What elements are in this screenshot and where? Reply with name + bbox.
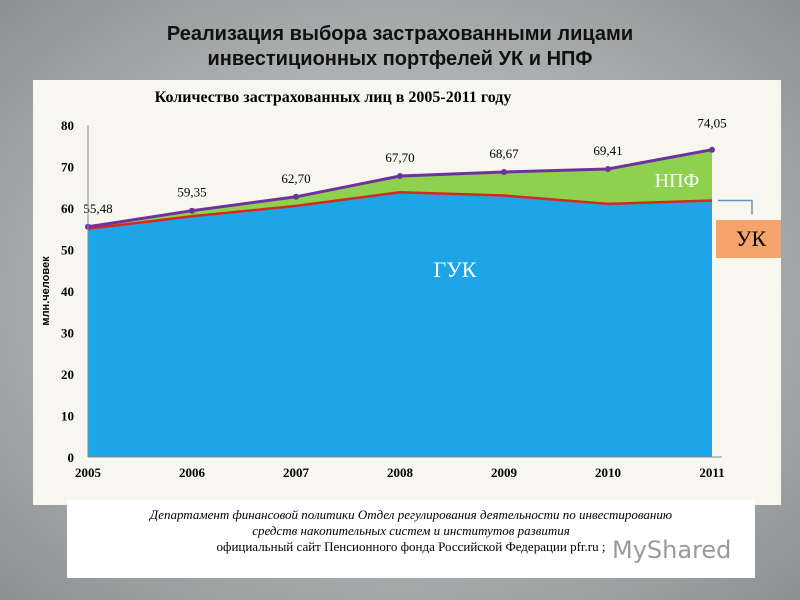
- slide-title: Реализация выбора застрахованными лицами…: [0, 22, 800, 72]
- label-guk: ГУК: [434, 257, 477, 282]
- y-tick-label: 80: [61, 118, 74, 133]
- title-line-2: инвестиционных портфелей УК и НПФ: [207, 48, 593, 70]
- title-line-1: Реализация выбора застрахованными лицами: [166, 23, 634, 45]
- y-tick-label: 70: [61, 160, 74, 175]
- y-tick-label: 50: [61, 243, 74, 258]
- y-tick-label: 10: [61, 409, 74, 424]
- data-label: 62,70: [281, 171, 310, 186]
- y-tick-label: 40: [61, 284, 74, 299]
- total-point: [293, 193, 299, 200]
- data-label: 69,41: [593, 143, 622, 158]
- y-tick-label: 60: [61, 201, 74, 216]
- x-tick-label: 2006: [179, 465, 206, 480]
- label-npf: НПФ: [655, 170, 700, 192]
- line-guk: [87, 190, 713, 230]
- uk-label-box: [716, 220, 781, 258]
- label-uk: УК: [736, 226, 767, 251]
- chart: Количество застрахованных лиц в 2005-201…: [40, 89, 781, 480]
- total-point: [605, 165, 611, 172]
- source-footer: Департамент финансовой политики Отдел ре…: [67, 500, 755, 578]
- y-tick-label: 30: [61, 326, 74, 341]
- x-tick-label: 2010: [595, 465, 621, 480]
- x-tick-label: 2009: [491, 465, 518, 480]
- chart-panel: Количество застрахованных лиц в 2005-201…: [33, 80, 781, 505]
- data-label: 68,67: [489, 146, 519, 161]
- y-tick-label: 20: [61, 367, 74, 382]
- data-label: 74,05: [697, 116, 726, 131]
- total-point: [501, 169, 507, 176]
- total-point: [189, 207, 195, 214]
- footer-line-3: официальный сайт Пенсионного фонда Росси…: [216, 539, 606, 554]
- x-tick-label: 2007: [283, 465, 310, 480]
- x-tick-label: 2008: [387, 465, 414, 480]
- total-point: [709, 146, 715, 153]
- area-guk: [88, 192, 712, 457]
- x-tick-label: 2005: [75, 465, 102, 480]
- x-tick-label: 2011: [699, 465, 724, 480]
- footer-line-1: Департамент финансовой политики Отдел ре…: [149, 507, 673, 522]
- total-point: [397, 173, 403, 180]
- data-label: 59,35: [177, 185, 206, 200]
- watermark: MyShared: [612, 536, 732, 564]
- footer-line-2: средств накопительных систем и институто…: [252, 523, 570, 538]
- uk-pointer-arrow: [718, 199, 753, 215]
- data-label: 67,70: [385, 150, 414, 165]
- area-npf: [88, 149, 712, 229]
- data-label: 55,48: [83, 201, 112, 216]
- y-axis-label: млн.человек: [40, 256, 52, 326]
- y-tick-label: 0: [68, 450, 75, 465]
- chart-title: Количество застрахованных лиц в 2005-201…: [155, 89, 512, 106]
